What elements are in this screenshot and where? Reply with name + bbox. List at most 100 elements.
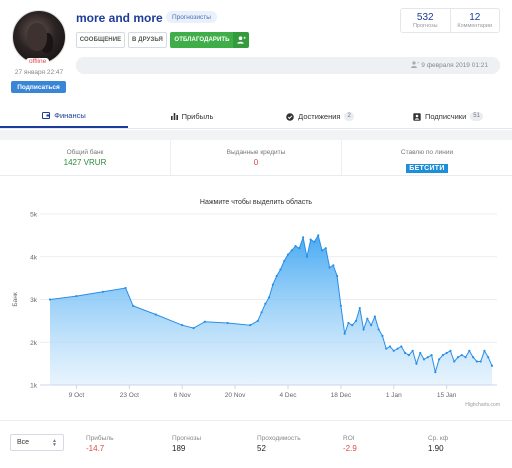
add-user-icon[interactable] — [233, 32, 249, 48]
data-point — [320, 249, 324, 252]
x-tick-label: 15 Jan — [437, 392, 457, 399]
message-button[interactable]: СООБЩЕНИЕ — [76, 32, 125, 48]
data-point — [283, 259, 286, 263]
data-point — [468, 349, 471, 352]
footer-stat-value: -2.9 — [343, 444, 357, 453]
data-point — [124, 286, 127, 290]
footer-stat-label: Прибыль — [86, 435, 114, 442]
section-divider — [0, 130, 512, 140]
data-point — [422, 358, 426, 361]
role-badge: Прогнозисты — [166, 11, 217, 23]
data-point — [290, 249, 293, 252]
x-tick-label: 6 Nov — [174, 392, 192, 399]
data-point — [302, 236, 305, 239]
data-point — [490, 364, 494, 367]
data-point — [249, 324, 252, 327]
x-tick-label: 4 Dec — [280, 392, 298, 399]
tab-finances[interactable]: Финансы — [0, 105, 128, 128]
data-point — [275, 274, 278, 278]
data-point — [453, 360, 456, 363]
data-point — [434, 371, 437, 374]
avatar[interactable] — [12, 10, 66, 64]
data-point — [101, 290, 104, 293]
add-friend-button[interactable]: В ДРУЗЬЯ — [128, 32, 167, 48]
tab-profit[interactable]: Прибыль — [128, 105, 256, 128]
data-point — [203, 320, 206, 323]
betcity-logo[interactable]: БЕТСИТИ — [406, 164, 448, 173]
data-point — [400, 345, 403, 348]
y-axis-label: Банк — [12, 292, 19, 306]
data-point — [404, 351, 407, 355]
footer-stat-value: 52 — [257, 444, 266, 453]
footer-stat-value: 1.90 — [428, 444, 444, 453]
thank-button[interactable]: ОТБЛАГОДАРИТЬ — [170, 32, 234, 48]
data-point — [324, 247, 327, 250]
data-point — [407, 353, 410, 357]
data-point — [479, 360, 482, 363]
data-point — [332, 264, 335, 267]
footer-stat-label: Прогнозы — [172, 435, 202, 442]
data-point — [192, 327, 195, 330]
data-point — [385, 347, 388, 350]
bar-chart-icon — [170, 113, 178, 120]
x-tick-label: 23 Oct — [120, 392, 139, 399]
chart-area — [50, 235, 492, 385]
username[interactable]: more and more — [76, 11, 163, 25]
y-tick-label: 3k — [30, 297, 38, 304]
y-tick-label: 2k — [30, 340, 38, 347]
tab-label: Достижения — [298, 112, 341, 121]
summary-total-bank: Общий банк 1427 VRUR — [0, 140, 170, 175]
data-point — [75, 294, 78, 298]
tab-label: Прибыль — [181, 112, 214, 121]
wallet-icon — [42, 112, 51, 119]
joined-date: 27 января 22:47 — [14, 69, 64, 76]
summary-credits: Выданные кредиты 0 — [170, 140, 341, 175]
summary-label: Общий банк — [66, 149, 104, 156]
y-tick-label: 5k — [30, 212, 38, 219]
data-point — [343, 332, 346, 335]
data-point — [472, 356, 475, 359]
add-user-icon-glyph — [236, 36, 246, 44]
data-point — [298, 247, 301, 250]
footer-stat-label: ROI — [343, 435, 355, 442]
footer-stat-value: -14.7 — [86, 444, 105, 453]
data-point — [460, 353, 463, 357]
data-point — [256, 319, 259, 322]
footer-stat-value: 189 — [172, 444, 186, 453]
data-point — [226, 321, 229, 325]
footer-stat-passability: Проходимость 52 — [257, 434, 301, 454]
data-point — [336, 274, 339, 278]
data-point — [475, 360, 478, 363]
y-tick-label: 1k — [30, 383, 38, 390]
stat-comments[interactable]: 12 Комментарии — [449, 9, 500, 32]
data-point — [286, 253, 290, 256]
data-point — [309, 238, 312, 241]
finance-summary: Общий банк 1427 VRUR Выданные кредиты 0 … — [0, 140, 512, 176]
data-point — [181, 324, 184, 327]
last-activity-date: 9 февраля 2019 01:21 — [421, 62, 488, 69]
stat-predictions[interactable]: 532 Прогнозы — [401, 9, 450, 32]
bank-chart[interactable]: Нажмите чтобы выделить область 1k 2k 3k 4k 5… — [0, 190, 512, 412]
footer-stat-label: Проходимость — [257, 435, 301, 442]
summary-value: 0 — [253, 158, 259, 167]
tab-achievements[interactable]: Достижения 2 — [256, 105, 384, 128]
x-tick-label: 9 Oct — [69, 392, 85, 399]
footer-divider — [0, 420, 512, 421]
data-point — [305, 255, 308, 258]
data-point — [441, 353, 444, 357]
stat-label: Прогнозы — [412, 23, 438, 29]
data-point — [294, 244, 297, 248]
tab-subscribers[interactable]: Подписчики 51 — [384, 105, 512, 128]
data-point — [268, 296, 271, 299]
chart-credits[interactable]: Highcharts.com — [465, 402, 500, 408]
data-point — [317, 234, 320, 237]
subscribe-button[interactable]: Подписаться — [11, 81, 66, 93]
x-tick-label: 1 Jan — [386, 392, 402, 399]
footer-stat-profit: Прибыль -14.7 — [86, 434, 114, 454]
status-badge: offline — [26, 58, 50, 65]
data-point — [483, 349, 486, 352]
summary-label: Выданные кредиты — [226, 149, 286, 156]
footer-stat-roi: ROI -2.9 — [343, 434, 357, 454]
period-select[interactable]: Все ▲ ▼ — [10, 434, 64, 451]
data-point — [388, 345, 392, 348]
